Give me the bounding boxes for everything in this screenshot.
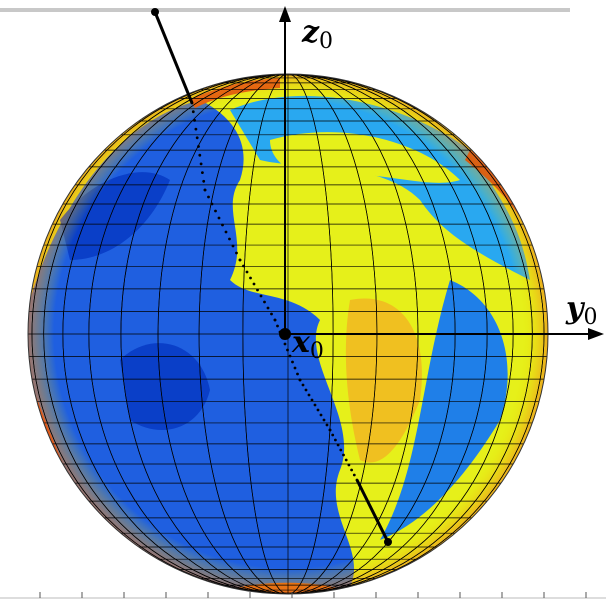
trajectory-dot	[201, 171, 204, 174]
trajectory-dot	[193, 119, 196, 122]
trajectory-dot	[214, 210, 217, 213]
trajectory-dot	[350, 469, 353, 472]
trajectory-dot	[299, 379, 302, 382]
trajectory-dot	[267, 307, 270, 310]
trajectory-dot	[202, 180, 205, 183]
trajectory-dot	[228, 238, 231, 241]
trajectory-end	[384, 538, 392, 546]
trajectory-dot	[263, 301, 266, 304]
trajectory-dot	[317, 409, 320, 412]
label-base: x	[291, 325, 311, 360]
trajectory-dot	[211, 203, 214, 206]
trajectory-dot	[323, 419, 326, 422]
trajectory-dot	[337, 444, 340, 447]
trajectory-dot	[200, 163, 203, 166]
trajectory-dot	[253, 283, 256, 286]
y-label: y0	[565, 291, 597, 330]
trajectory-dot	[196, 136, 199, 139]
trajectory-segment	[155, 12, 192, 103]
trajectory-dot	[342, 454, 345, 457]
trajectory-dot	[197, 145, 200, 148]
trajectory-dot	[246, 271, 249, 274]
trajectory-dot	[242, 265, 245, 268]
trajectory-dot	[326, 424, 329, 427]
figure: z0 y0 x0	[0, 0, 606, 603]
label-sub: 0	[310, 339, 324, 364]
trajectory-dot	[207, 196, 210, 199]
trajectory-dot	[204, 189, 207, 192]
trajectory-dot	[235, 252, 238, 255]
trajectory-dot	[320, 414, 323, 417]
trajectory-dot	[331, 434, 334, 437]
trajectory-dot	[270, 313, 273, 316]
trajectory-dot	[191, 102, 194, 105]
trajectory-dot	[294, 367, 297, 370]
trajectory-dot	[274, 319, 277, 322]
trajectory-dot	[291, 361, 294, 364]
trajectory-dot	[249, 277, 252, 280]
trajectory-dot	[218, 217, 221, 220]
trajectory-dot	[221, 224, 224, 227]
trajectory-dot	[225, 231, 228, 234]
trajectory-dot	[345, 459, 348, 462]
trajectory-dot	[302, 384, 305, 387]
trajectory-dot	[353, 474, 356, 477]
trajectory-dot	[296, 373, 299, 376]
trajectory-dot	[289, 355, 292, 358]
trajectory-dot	[232, 245, 235, 248]
trajectory-dot	[239, 259, 242, 262]
trajectory-dot	[311, 399, 314, 402]
trajectory-dot	[286, 349, 289, 352]
trajectory-dot	[198, 154, 201, 157]
trajectory-dot	[314, 404, 317, 407]
z-label: z0	[301, 15, 333, 54]
trajectory-dot	[308, 394, 311, 397]
trajectory-dot	[339, 449, 342, 452]
trajectory-dot	[256, 289, 259, 292]
trajectory-end	[151, 8, 159, 16]
trajectory-dot	[260, 295, 263, 298]
label-sub: 0	[583, 305, 597, 330]
trajectory-dot	[192, 110, 195, 113]
trajectory-dot	[305, 389, 308, 392]
trajectory-dot	[348, 464, 351, 467]
trajectory-dot	[334, 439, 337, 442]
trajectory-dot	[329, 429, 332, 432]
label-base: z	[301, 15, 320, 50]
trajectory-dot	[276, 325, 279, 328]
label-sub: 0	[319, 29, 333, 54]
x-origin	[279, 328, 291, 340]
trajectory-dot	[195, 128, 198, 131]
trajectory-dot	[284, 343, 287, 346]
